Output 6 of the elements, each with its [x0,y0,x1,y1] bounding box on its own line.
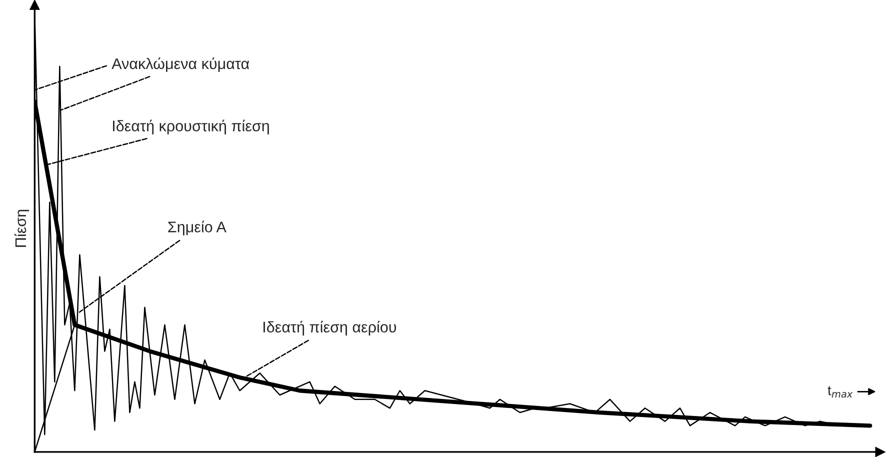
annotation: t$_{max}$ [828,386,853,398]
annotation: Ανακλώμενα κύματα [112,57,250,72]
y-axis-title: Πίεση [14,210,30,247]
annotation: Ιδεατή πίεση αερίου [264,320,396,336]
annotation: Ιδεατή κρουστική πίεση [113,120,269,134]
annotation: Σημείο Α [168,220,226,236]
